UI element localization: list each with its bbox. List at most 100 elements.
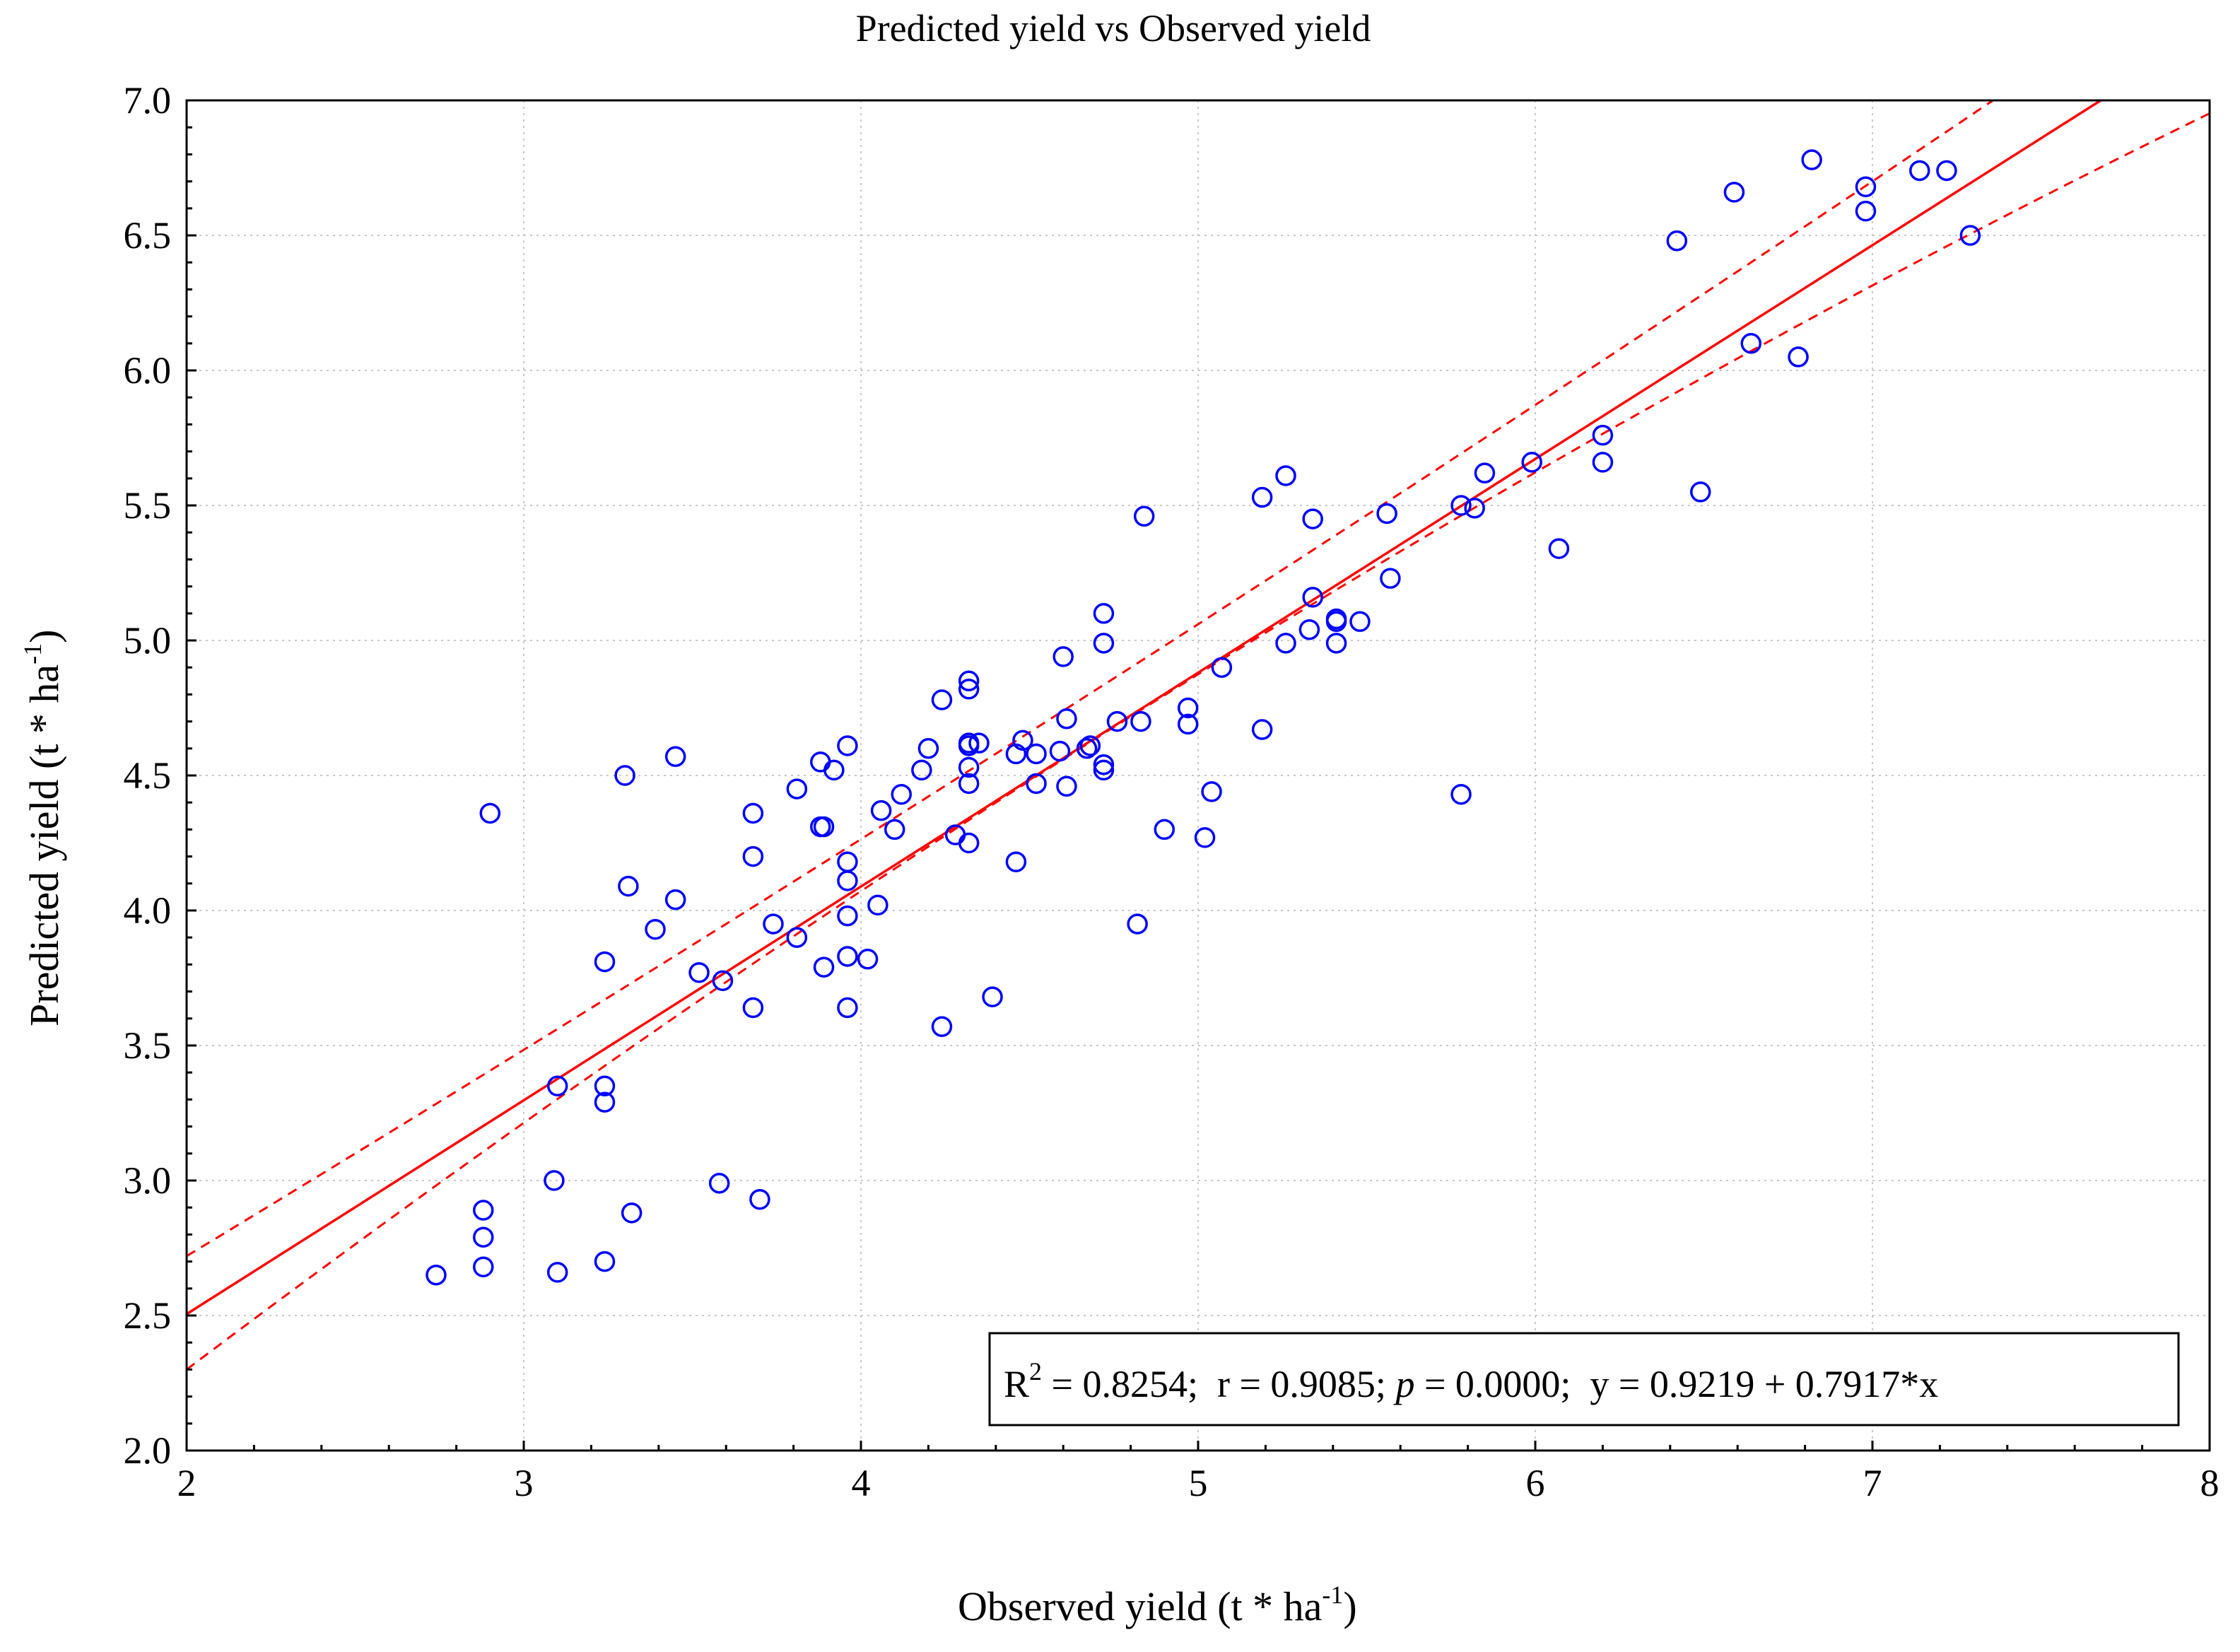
data-point <box>837 870 858 891</box>
data-point <box>1325 611 1347 633</box>
regression-line <box>187 100 2104 1316</box>
data-point <box>1026 743 1047 765</box>
data-point <box>982 986 1003 1007</box>
x-tick-label-3: 5 <box>1189 1462 1208 1504</box>
x-tick-labels: 2 3 4 5 6 7 8 <box>177 1462 2220 1504</box>
y-axis-label-sup: -1 <box>18 643 47 664</box>
data-point <box>1592 424 1614 446</box>
data-points <box>426 149 1981 1286</box>
y-axis-label: Predicted yield (t * ha-1) <box>18 629 67 1026</box>
x-tick-label-4: 6 <box>1526 1462 1545 1504</box>
data-point <box>1689 481 1711 503</box>
data-point <box>645 918 666 940</box>
data-point <box>594 1091 616 1113</box>
data-point <box>1201 781 1222 802</box>
x-axis-label-end: ) <box>1343 1583 1356 1629</box>
x-tick-label-1: 3 <box>515 1462 534 1504</box>
data-point <box>1130 710 1151 732</box>
x-axis-label-text: Observed yield (t * ha <box>958 1583 1322 1629</box>
data-point <box>1005 851 1027 872</box>
data-point <box>837 851 858 872</box>
ci-upper-line <box>187 100 1995 1258</box>
data-point <box>473 1256 494 1277</box>
y-tick-label-8: 6.0 <box>124 349 172 392</box>
data-point <box>837 735 858 756</box>
data-point <box>1325 633 1347 654</box>
data-point <box>1056 708 1077 730</box>
data-point <box>1177 697 1199 719</box>
data-point <box>870 799 892 821</box>
data-point <box>742 802 764 824</box>
stats-box: R2 = 0.8254; r = 0.9085; p = 0.0000; y =… <box>988 1332 2180 1427</box>
data-point <box>473 1200 494 1221</box>
data-point <box>1275 465 1296 486</box>
p-and-equation: = 0.0000; y = 0.9219 + 0.7917*x <box>1414 1363 1938 1405</box>
data-point <box>1450 783 1472 805</box>
data-point <box>426 1264 447 1286</box>
grid-lines <box>187 100 2210 1451</box>
data-point <box>958 732 980 754</box>
data-point <box>1380 568 1401 589</box>
data-point <box>810 751 831 773</box>
data-point <box>742 997 764 1019</box>
data-point <box>1127 913 1148 935</box>
data-point <box>664 746 686 768</box>
data-point <box>1251 719 1273 740</box>
data-point <box>1093 603 1115 624</box>
data-point <box>473 1226 494 1248</box>
data-point <box>614 765 635 786</box>
data-point <box>763 913 784 935</box>
data-point <box>1076 738 1098 759</box>
data-point <box>958 756 980 778</box>
data-point <box>1376 503 1397 525</box>
data-point <box>968 732 990 754</box>
data-point <box>1959 225 1981 246</box>
data-point <box>1079 735 1101 756</box>
ci-lower-line <box>187 112 2210 1371</box>
y-tick-label-5: 4.5 <box>124 754 172 797</box>
data-point <box>1548 538 1570 559</box>
data-point <box>1855 200 1877 222</box>
data-point <box>823 759 845 781</box>
data-point <box>837 997 858 1019</box>
data-point <box>1521 452 1542 473</box>
data-point <box>1106 710 1128 732</box>
data-point <box>1298 619 1320 640</box>
y-tick-label-9: 6.5 <box>124 214 172 257</box>
data-point <box>712 970 734 992</box>
data-point <box>594 1250 616 1272</box>
stats-annotation: R2 = 0.8254; r = 0.9085; p = 0.0000; y =… <box>1004 1357 1938 1405</box>
r2-value: = 0.8254; r = 0.9085; <box>1042 1363 1395 1405</box>
x-tick-label-2: 4 <box>852 1462 871 1504</box>
data-point <box>479 802 501 824</box>
data-point <box>1056 775 1077 797</box>
data-point <box>1302 508 1323 529</box>
data-point <box>546 1075 568 1097</box>
p-label: p <box>1392 1363 1414 1405</box>
y-tick-label-10: 7.0 <box>124 79 172 122</box>
data-point <box>958 679 980 700</box>
x-axis-label: Observed yield (t * ha-1) <box>958 1581 1357 1629</box>
data-point <box>1093 633 1115 654</box>
data-point <box>1093 754 1115 775</box>
data-point <box>837 946 858 967</box>
data-point <box>958 670 980 692</box>
y-tick-labels: 2.0 2.5 3.0 3.5 4.0 4.5 5.0 5.5 6.0 6.5 7.0 <box>124 79 172 1472</box>
data-point <box>1211 657 1233 678</box>
data-point <box>749 1188 770 1210</box>
data-point <box>621 1202 643 1224</box>
data-point <box>1049 740 1071 762</box>
data-point <box>1177 713 1199 735</box>
data-point <box>688 962 710 983</box>
data-point <box>813 956 835 978</box>
confidence-band <box>187 100 2210 1371</box>
data-point <box>1275 633 1296 654</box>
y-tick-label-2: 3.0 <box>124 1159 172 1202</box>
axis-ticks <box>185 99 2211 1452</box>
x-tick-label-6: 8 <box>2200 1462 2220 1504</box>
data-point <box>1592 452 1614 473</box>
data-point <box>917 738 939 759</box>
data-point <box>1450 495 1472 516</box>
data-point <box>958 773 980 795</box>
data-point <box>1012 730 1033 751</box>
